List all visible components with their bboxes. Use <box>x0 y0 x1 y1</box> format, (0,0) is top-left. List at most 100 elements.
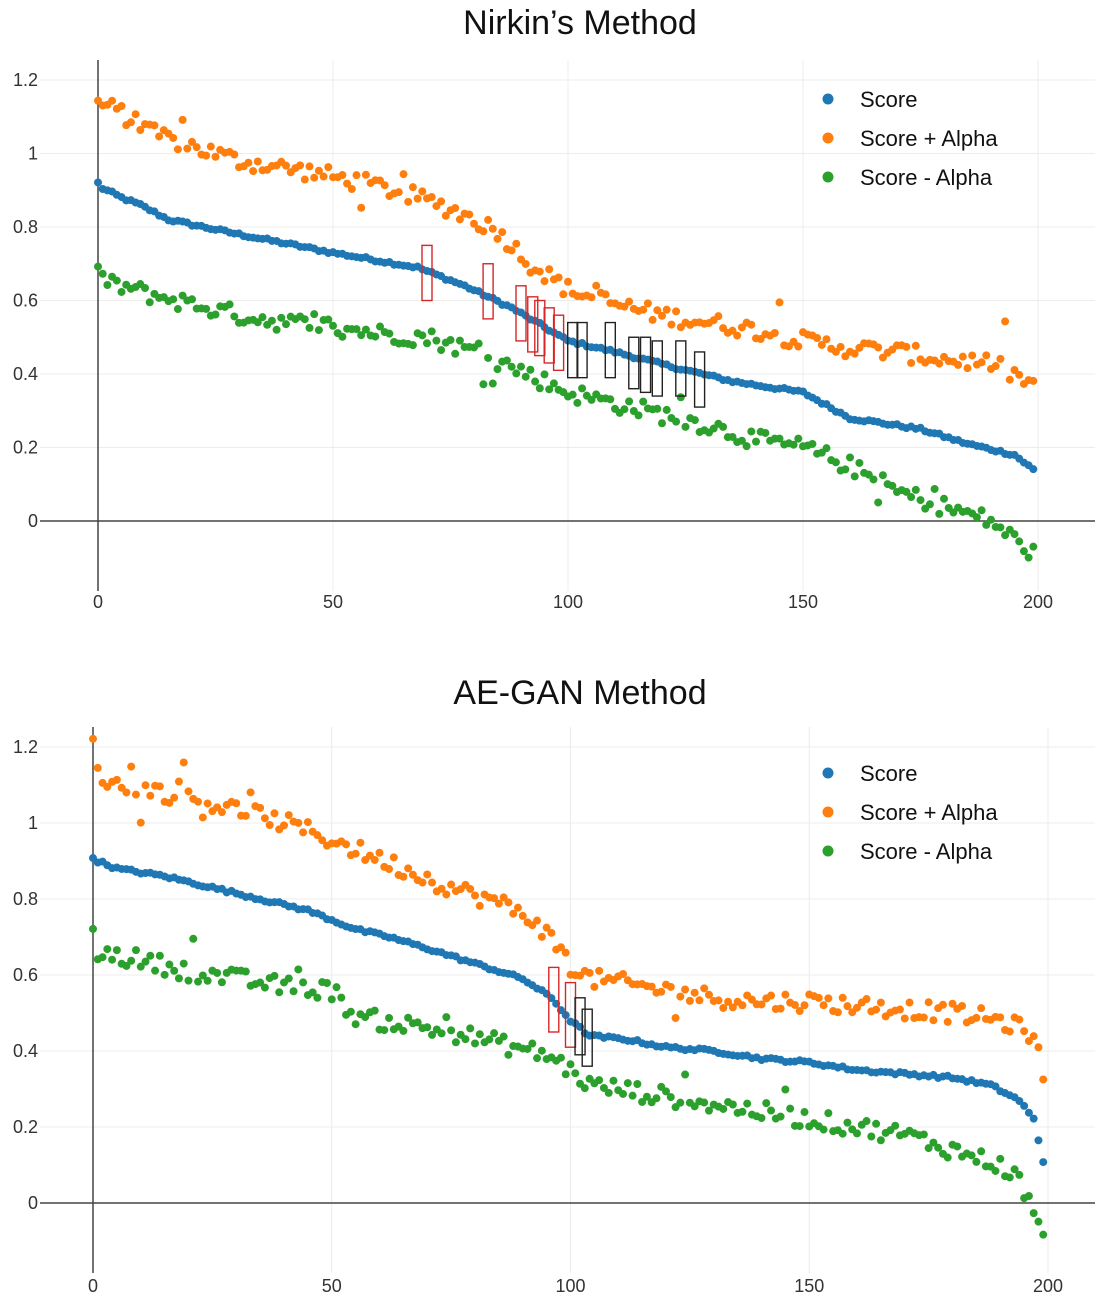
x-tick-label: 100 <box>555 1276 585 1296</box>
data-point <box>639 397 648 406</box>
data-point <box>155 951 164 960</box>
data-point <box>841 465 850 474</box>
data-point <box>1039 1230 1048 1239</box>
x-tick-label: 50 <box>323 592 343 612</box>
data-point <box>356 838 365 847</box>
annotation-box <box>581 1008 593 1067</box>
data-point <box>173 305 182 314</box>
data-point <box>471 891 479 900</box>
data-point <box>578 384 587 393</box>
data-point <box>465 210 474 219</box>
data-point <box>895 1005 904 1014</box>
data-point <box>819 1125 828 1134</box>
data-point <box>714 996 723 1005</box>
data-point <box>619 969 628 978</box>
legend-label: Score <box>860 761 917 786</box>
data-point <box>213 968 222 977</box>
data-point <box>447 880 456 889</box>
data-point <box>628 1091 637 1100</box>
data-point <box>623 1079 632 1088</box>
data-point <box>375 848 384 857</box>
data-point <box>619 1089 628 1098</box>
data-point <box>270 809 279 818</box>
data-point <box>776 1112 785 1121</box>
data-point <box>389 853 398 862</box>
data-point <box>940 494 948 503</box>
data-point <box>795 1007 804 1016</box>
data-point <box>136 126 145 135</box>
data-point <box>371 332 380 341</box>
data-point <box>504 898 513 907</box>
data-point <box>533 1054 542 1063</box>
data-point <box>131 790 140 799</box>
data-point <box>869 475 878 484</box>
annotation-box <box>552 314 565 372</box>
data-point <box>545 265 554 274</box>
data-point <box>122 788 131 797</box>
data-point <box>1029 376 1038 385</box>
annotation-box <box>482 263 494 320</box>
data-point <box>902 487 911 496</box>
annotation-box <box>675 340 687 397</box>
data-point <box>919 1130 928 1139</box>
data-point <box>241 811 250 820</box>
legend: Score Score + Alpha Score - Alpha <box>822 87 998 190</box>
data-point <box>786 1104 795 1113</box>
data-point <box>953 1142 962 1151</box>
data-point <box>573 398 582 407</box>
data-point <box>968 351 977 360</box>
data-point <box>681 985 690 994</box>
data-point <box>146 951 155 960</box>
data-point <box>982 351 991 360</box>
data-point <box>512 239 521 248</box>
data-point <box>770 328 779 337</box>
y-tick-label: 0.4 <box>13 364 38 384</box>
data-point <box>1015 370 1024 379</box>
data-point <box>935 359 944 368</box>
data-point <box>376 322 384 331</box>
data-point <box>437 346 446 355</box>
data-point <box>540 277 549 286</box>
data-point <box>517 362 525 371</box>
annotation-box <box>576 321 588 379</box>
data-point <box>174 974 183 983</box>
data-point <box>606 395 615 404</box>
data-point <box>743 1099 752 1108</box>
data-point <box>428 878 437 887</box>
data-point <box>270 971 279 980</box>
data-point <box>198 971 207 980</box>
data-point <box>225 300 234 309</box>
data-point <box>523 1044 532 1053</box>
data-point <box>599 1083 608 1092</box>
y-tick-label: 1.2 <box>13 737 38 757</box>
data-point <box>643 299 652 308</box>
data-point <box>757 1114 766 1123</box>
data-point <box>246 788 255 797</box>
data-point <box>178 115 187 124</box>
data-point <box>108 955 117 964</box>
data-point <box>127 762 136 771</box>
data-point <box>704 1106 713 1115</box>
data-point <box>853 1129 861 1138</box>
data-point <box>488 224 497 233</box>
y-tick-label: 0.2 <box>13 1117 38 1137</box>
data-point <box>1029 1032 1038 1041</box>
data-point <box>535 384 544 393</box>
data-point <box>351 849 360 858</box>
data-point <box>404 1013 413 1022</box>
data-point <box>357 331 366 340</box>
y-tick-label: 0.2 <box>13 438 38 458</box>
data-point <box>695 996 704 1005</box>
data-point <box>838 993 847 1002</box>
data-point <box>183 144 192 153</box>
data-point <box>738 1107 747 1116</box>
data-point <box>380 181 389 190</box>
data-point <box>203 976 212 985</box>
data-point <box>418 187 427 196</box>
data-point <box>418 878 427 887</box>
data-point <box>658 419 666 428</box>
data-point <box>499 1032 508 1041</box>
data-point <box>484 215 493 224</box>
data-point <box>361 170 370 179</box>
x-tick-label: 150 <box>788 592 818 612</box>
